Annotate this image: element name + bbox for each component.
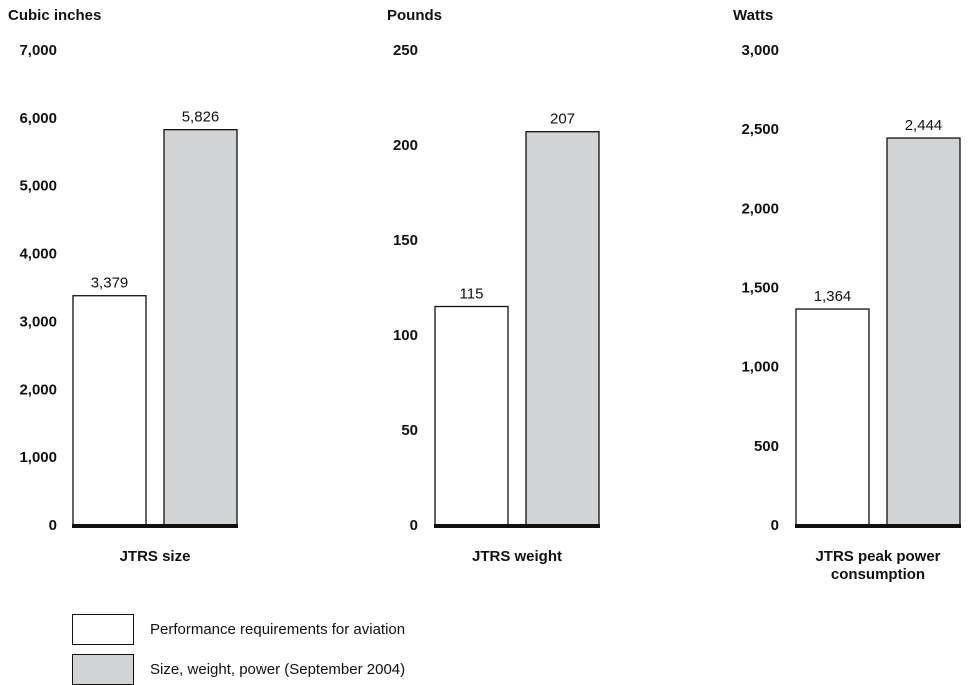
legend-swatch-requirements [72, 614, 134, 645]
y-tick-label-weight: 250 [393, 42, 418, 59]
bar-power-swap [886, 137, 961, 526]
y-tick-label-weight: 0 [410, 517, 418, 534]
y-tick-label-weight: 100 [393, 327, 418, 344]
bar-weight-requirements [434, 305, 509, 526]
data-label-power-swap: 2,444 [905, 117, 943, 134]
y-tick-label-size: 4,000 [19, 246, 57, 263]
bar-size-requirements [72, 295, 147, 526]
y-tick-label-size: 5,000 [19, 178, 57, 195]
x-axis-label-size: JTRS size [120, 548, 191, 565]
legend-swatch-swap [72, 654, 134, 685]
bar-power-requirements [795, 308, 870, 526]
y-tick-label-weight: 50 [401, 422, 418, 439]
y-tick-label-power: 0 [771, 517, 779, 534]
y-tick-label-weight: 150 [393, 232, 418, 249]
legend-item-requirements: Performance requirements for aviation [72, 614, 405, 645]
unit-label-weight: Pounds [387, 7, 442, 24]
y-tick-label-size: 7,000 [19, 42, 57, 59]
y-tick-label-power: 2,500 [741, 121, 779, 138]
x-axis-label-weight: JTRS weight [472, 548, 562, 565]
legend-label-swap: Size, weight, power (September 2004) [150, 661, 406, 678]
x-axis-label-power: JTRS peak power consumption [815, 548, 940, 583]
data-label-weight-requirements: 115 [460, 286, 484, 303]
y-tick-label-power: 500 [754, 438, 779, 455]
y-tick-label-size: 1,000 [19, 449, 57, 466]
legend-item-swap: Size, weight, power (September 2004) [72, 654, 405, 685]
unit-label-size: Cubic inches [8, 7, 101, 24]
bar-weight-swap [525, 131, 600, 526]
y-tick-label-size: 2,000 [19, 381, 57, 398]
data-label-size-swap: 5,826 [182, 109, 220, 126]
legend-label-requirements: Performance requirements for aviation [150, 621, 406, 638]
x-axis-label-line: JTRS weight [472, 548, 562, 565]
y-tick-label-power: 3,000 [741, 42, 779, 59]
x-axis-label-line: JTRS size [120, 548, 191, 565]
data-label-size-requirements: 3,379 [91, 275, 129, 292]
y-tick-label-size: 0 [49, 517, 57, 534]
y-tick-label-power: 2,000 [741, 200, 779, 217]
y-tick-label-size: 3,000 [19, 313, 57, 330]
y-tick-label-size: 6,000 [19, 110, 57, 127]
x-axis-label-line: JTRS peak power [815, 548, 940, 565]
data-label-power-requirements: 1,364 [814, 288, 852, 305]
x-axis-label-line: consumption [831, 566, 925, 583]
unit-label-power: Watts [733, 7, 773, 24]
data-label-weight-swap: 207 [550, 111, 575, 128]
y-tick-label-power: 1,500 [741, 280, 779, 297]
bar-size-swap [163, 129, 238, 526]
y-tick-label-power: 1,000 [741, 359, 779, 376]
y-tick-label-weight: 200 [393, 137, 418, 154]
